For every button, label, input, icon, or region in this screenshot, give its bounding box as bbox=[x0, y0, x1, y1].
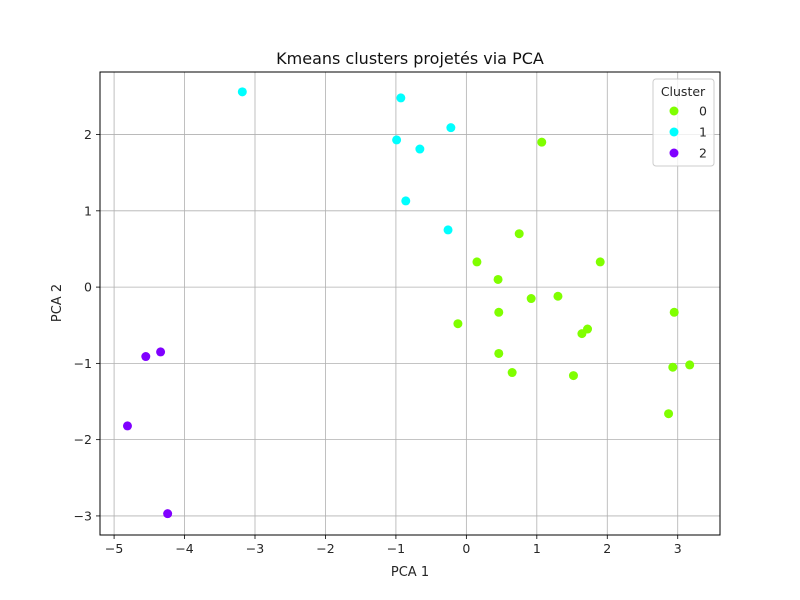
y-tick-label: 2 bbox=[84, 127, 92, 142]
x-tick-label: −5 bbox=[105, 541, 123, 556]
data-point-cluster-1 bbox=[444, 225, 453, 234]
data-point-cluster-0 bbox=[508, 368, 517, 377]
data-point-cluster-1 bbox=[238, 87, 247, 96]
y-tick-label: −1 bbox=[74, 356, 92, 371]
x-tick-label: 2 bbox=[603, 541, 611, 556]
data-point-cluster-0 bbox=[664, 409, 673, 418]
data-point-cluster-0 bbox=[685, 360, 694, 369]
data-point-cluster-2 bbox=[163, 509, 172, 518]
data-point-cluster-0 bbox=[494, 349, 503, 358]
x-tick-label: −1 bbox=[387, 541, 405, 556]
data-point-cluster-1 bbox=[396, 93, 405, 102]
y-tick-label: −3 bbox=[74, 508, 92, 523]
x-tick-label: 1 bbox=[533, 541, 541, 556]
x-tick-label: 3 bbox=[674, 541, 682, 556]
y-tick-label: 0 bbox=[84, 280, 92, 295]
data-point-cluster-0 bbox=[596, 257, 605, 266]
x-tick-label: 0 bbox=[462, 541, 470, 556]
data-point-cluster-0 bbox=[453, 319, 462, 328]
y-tick-label: −2 bbox=[74, 432, 92, 447]
legend-marker-cluster-0 bbox=[670, 107, 679, 116]
data-point-cluster-1 bbox=[415, 145, 424, 154]
data-points bbox=[123, 87, 694, 518]
legend-marker-cluster-2 bbox=[670, 149, 679, 158]
legend-label-cluster-1: 1 bbox=[699, 125, 707, 140]
data-point-cluster-0 bbox=[569, 371, 578, 380]
data-point-cluster-0 bbox=[670, 308, 679, 317]
data-point-cluster-0 bbox=[472, 257, 481, 266]
chart-title: Kmeans clusters projetés via PCA bbox=[276, 49, 544, 68]
y-tick-label: 1 bbox=[84, 203, 92, 218]
data-point-cluster-0 bbox=[494, 308, 503, 317]
legend-title: Cluster bbox=[661, 84, 706, 99]
axis-ticks: −5 −4 −3 −2 −1 0 1 2 3 −3 −2 −1 0 1 2 bbox=[74, 127, 682, 556]
data-point-cluster-0 bbox=[494, 275, 503, 284]
grid bbox=[100, 72, 720, 535]
legend: Cluster 0 1 2 bbox=[653, 79, 714, 166]
x-tick-label: −2 bbox=[316, 541, 334, 556]
x-tick-label: −3 bbox=[246, 541, 264, 556]
legend-label-cluster-0: 0 bbox=[699, 104, 707, 119]
legend-label-cluster-2: 2 bbox=[699, 146, 707, 161]
data-point-cluster-2 bbox=[141, 352, 150, 361]
legend-marker-cluster-1 bbox=[670, 128, 679, 137]
plot-frame bbox=[100, 72, 720, 535]
x-axis-label: PCA 1 bbox=[391, 565, 429, 580]
y-axis-label: PCA 2 bbox=[50, 284, 65, 322]
data-point-cluster-1 bbox=[401, 196, 410, 205]
data-point-cluster-0 bbox=[577, 329, 586, 338]
data-point-cluster-0 bbox=[515, 229, 524, 238]
data-point-cluster-2 bbox=[123, 421, 132, 430]
data-point-cluster-2 bbox=[156, 347, 165, 356]
x-tick-label: −4 bbox=[175, 541, 193, 556]
data-point-cluster-1 bbox=[392, 135, 401, 144]
data-point-cluster-0 bbox=[668, 363, 677, 372]
data-point-cluster-1 bbox=[446, 123, 455, 132]
data-point-cluster-0 bbox=[553, 292, 562, 301]
data-point-cluster-0 bbox=[537, 138, 546, 147]
data-point-cluster-0 bbox=[527, 294, 536, 303]
